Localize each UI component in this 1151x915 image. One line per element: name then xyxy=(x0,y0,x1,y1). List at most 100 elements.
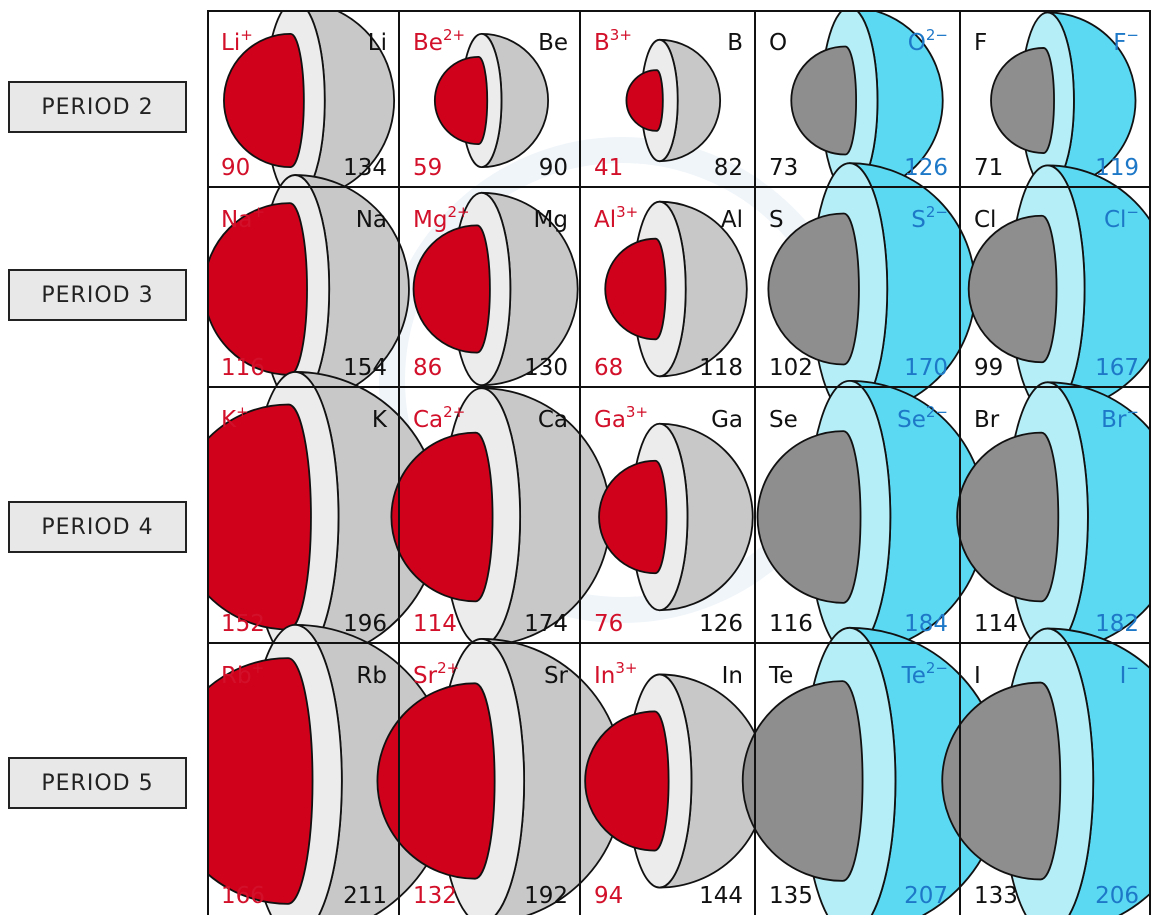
cation-label-charge: 3+ xyxy=(610,26,632,44)
cation-label-symbol: Al xyxy=(594,207,616,233)
cation-sphere xyxy=(390,431,494,603)
atom-label-symbol: S xyxy=(769,207,784,233)
anion-radius: 182 xyxy=(1095,611,1139,637)
anion-label: S2− xyxy=(911,203,948,233)
period-5-label: PERIOD 5 xyxy=(8,757,187,809)
element-cell: B3+ B41 82 xyxy=(594,26,743,181)
element-cell: F F−71 119 xyxy=(974,11,1139,190)
cation-label: Mg2+ xyxy=(413,203,470,233)
cation-label: Al3+ xyxy=(594,203,638,233)
atom-radius: 82 xyxy=(714,155,743,181)
anion-label-symbol: O xyxy=(908,30,926,56)
cation-sphere xyxy=(598,459,668,575)
cation-label-charge: + xyxy=(252,203,265,221)
cation-label-symbol: Li xyxy=(221,30,240,56)
anion-radius: 126 xyxy=(904,155,948,181)
cation-sphere xyxy=(207,403,312,631)
atom-label: Rb xyxy=(356,663,387,689)
atom-label-symbol: Te xyxy=(768,663,793,689)
anion-radius: 170 xyxy=(904,355,948,381)
cation-label: Li+ xyxy=(221,26,253,56)
anion-label: F− xyxy=(1113,26,1139,56)
atom-radius: 133 xyxy=(974,883,1018,909)
cation-radius: 116 xyxy=(221,355,265,381)
cation-label: Ga3+ xyxy=(594,403,648,433)
atom-label: Mg xyxy=(534,207,568,233)
atom-radius: 144 xyxy=(699,883,743,909)
atom-label: Ga xyxy=(711,407,743,433)
cation-radius: 114 xyxy=(413,611,457,637)
atom-label: I xyxy=(974,663,981,689)
atom-label: Al xyxy=(721,207,743,233)
cation-radius: 41 xyxy=(594,155,623,181)
cation-label-charge: 2+ xyxy=(443,26,465,44)
atom-label-symbol: Ca xyxy=(538,407,568,433)
atom-label-symbol: Sr xyxy=(544,663,569,689)
atom-label-symbol: O xyxy=(769,30,787,56)
atom-radius: 116 xyxy=(769,611,813,637)
cation-label: Sr2+ xyxy=(413,659,459,689)
atom-label-symbol: Se xyxy=(769,407,798,433)
anion-label: O2− xyxy=(908,26,948,56)
anion-label-charge: − xyxy=(1126,659,1139,677)
cation-sphere xyxy=(207,657,314,905)
anion-label-charge: − xyxy=(1126,26,1139,44)
anion-radius: 184 xyxy=(904,611,948,637)
atom-label-symbol: Na xyxy=(356,207,387,233)
cation-radius: 90 xyxy=(221,155,250,181)
atom-label: Na xyxy=(356,207,387,233)
cation-label-charge: 3+ xyxy=(615,659,637,677)
element-cell: Se Se2−116 184 xyxy=(756,379,987,655)
atom-label: S xyxy=(769,207,784,233)
atom-label-symbol: K xyxy=(372,407,388,433)
anion-label-charge: − xyxy=(1126,403,1139,421)
cation-label-charge: 2+ xyxy=(437,659,459,677)
cation-sphere xyxy=(434,55,489,146)
atom-label: Cl xyxy=(974,207,996,233)
atom-radius: 211 xyxy=(343,883,387,909)
anion-radius: 206 xyxy=(1095,883,1139,909)
atom-label-symbol: Br xyxy=(974,407,1000,433)
atom-label-symbol: B xyxy=(727,30,743,56)
cation-label-symbol: K xyxy=(221,407,237,433)
period-4-label: PERIOD 4 xyxy=(8,501,187,553)
anion-radius: 167 xyxy=(1095,355,1139,381)
atom-label-symbol: Mg xyxy=(534,207,568,233)
atom-sphere xyxy=(741,680,864,882)
cation-sphere xyxy=(412,224,491,354)
element-cell: Br Br−114 182 xyxy=(956,381,1151,653)
atom-radius: 174 xyxy=(524,611,568,637)
cation-label-charge: 2+ xyxy=(447,203,469,221)
anion-label: Br− xyxy=(1101,403,1139,433)
cation-label-symbol: Be xyxy=(413,30,443,56)
cation-sphere xyxy=(376,682,496,880)
atom-radius: 99 xyxy=(974,355,1003,381)
atom-label: Li xyxy=(368,30,387,56)
atom-sphere xyxy=(956,431,1060,603)
cation-radius: 132 xyxy=(413,883,457,909)
cation-radius: 86 xyxy=(413,355,442,381)
cation-label-symbol: Ga xyxy=(594,407,626,433)
cation-label-charge: + xyxy=(236,403,249,421)
period-3-label: PERIOD 3 xyxy=(8,269,187,321)
anion-label-charge: − xyxy=(1126,203,1139,221)
atom-radius: 102 xyxy=(769,355,813,381)
cation-radius: 68 xyxy=(594,355,623,381)
anion-label-symbol: Se xyxy=(897,407,926,433)
cation-radius: 152 xyxy=(221,611,265,637)
atom-label: B xyxy=(727,30,743,56)
element-cell: I I−133 206 xyxy=(941,627,1151,915)
anion-label-symbol: S xyxy=(911,207,926,233)
atom-radius: 134 xyxy=(343,155,387,181)
atom-label: Be xyxy=(538,30,568,56)
cation-label: K+ xyxy=(221,403,249,433)
atom-radius: 192 xyxy=(524,883,568,909)
anion-label-charge: 2− xyxy=(926,659,948,677)
anion-label-symbol: Br xyxy=(1101,407,1127,433)
atom-label: K xyxy=(372,407,388,433)
